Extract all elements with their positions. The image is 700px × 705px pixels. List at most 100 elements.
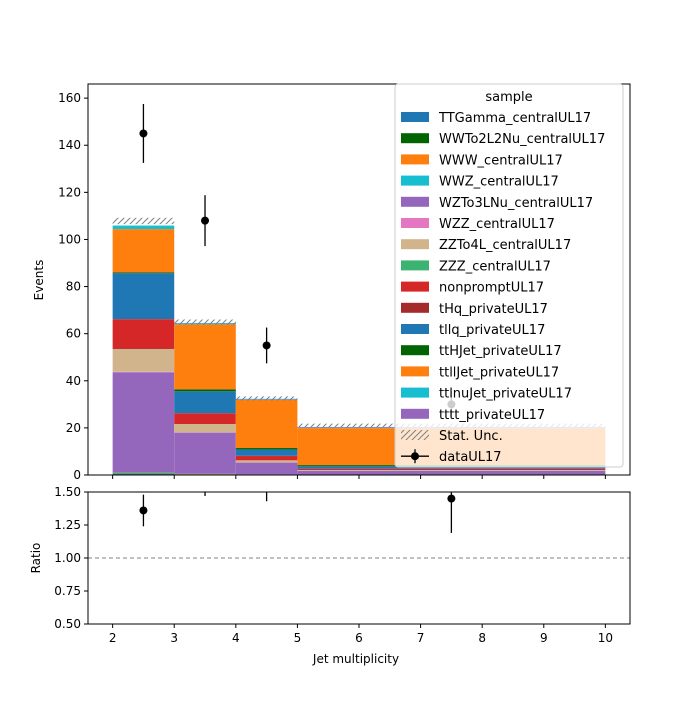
bar-segment — [174, 324, 236, 389]
x-tick-label: 8 — [478, 631, 486, 645]
bar-segment — [297, 471, 605, 475]
ratio-y-axis-label: Ratio — [29, 543, 43, 574]
legend-swatch — [401, 409, 429, 419]
bar-segment — [174, 433, 236, 474]
legend-swatch — [401, 154, 429, 164]
bar-segment — [236, 456, 298, 460]
stat-unc-hatch — [113, 218, 175, 224]
legend-swatch — [401, 324, 429, 334]
y-tick-label: 140 — [58, 138, 81, 152]
y-tick-label: 80 — [66, 280, 81, 294]
bar-segment — [297, 469, 605, 470]
legend-label: Stat. Unc. — [439, 429, 503, 444]
legend-swatch — [401, 303, 429, 313]
legend-label: ttllJet_privateUL17 — [439, 365, 559, 380]
main-y-ticks: 0 20 40 60 80 100 120 140 160 — [58, 91, 88, 482]
stat-unc-hatch — [236, 396, 298, 400]
bar-segment — [113, 273, 175, 319]
legend-swatch — [401, 366, 429, 376]
ratio-y-ticks: 0.50 0.75 1.00 1.25 1.50 — [54, 485, 88, 631]
legend-title: sample — [485, 90, 532, 105]
data-point — [263, 341, 271, 349]
legend-label: dataUL17 — [439, 450, 502, 465]
x-tick-label: 10 — [598, 631, 613, 645]
bar-segment — [236, 449, 298, 455]
y-tick-label: 120 — [58, 185, 81, 199]
legend-label: tllq_privateUL17 — [439, 323, 545, 338]
legend-label: ttHJet_privateUL17 — [439, 344, 562, 359]
legend-label: ZZZ_centralUL17 — [439, 259, 551, 274]
bar-segment — [174, 424, 236, 432]
legend-label: WZZ_centralUL17 — [439, 217, 555, 232]
legend-swatch — [401, 388, 429, 398]
bar-segment — [113, 472, 175, 473]
legend-swatch-stat-unc — [401, 430, 429, 440]
ratio-y-tick-label: 1.50 — [54, 485, 81, 499]
x-tick-label: 9 — [540, 631, 548, 645]
bar-segment — [174, 389, 236, 391]
legend-swatch — [401, 282, 429, 292]
x-tick-label: 5 — [294, 631, 302, 645]
bar-segment — [174, 391, 236, 413]
legend-swatch — [401, 239, 429, 249]
bar-segment — [113, 272, 175, 273]
legend-label: WWZ_centralUL17 — [439, 175, 559, 190]
bar-segment — [174, 413, 236, 424]
legend-label: WWW_centralUL17 — [439, 153, 563, 168]
x-tick-label: 4 — [232, 631, 240, 645]
legend-swatch — [401, 176, 429, 186]
bar-segment — [113, 226, 175, 230]
bar-segment — [236, 463, 298, 475]
ratio-y-tick-label: 0.50 — [54, 617, 81, 631]
bar-segment — [297, 470, 605, 471]
legend-swatch — [401, 260, 429, 270]
ratio-point — [139, 506, 147, 514]
bar-segment — [113, 229, 175, 272]
y-tick-label: 100 — [58, 232, 81, 246]
data-point — [139, 129, 147, 137]
data-point — [201, 217, 209, 225]
legend-label: WZTo3LNu_centralUL17 — [439, 196, 593, 211]
legend: sample TTGamma_centralUL17 WWTo2L2Nu_cent… — [395, 84, 623, 467]
y-axis-label: Events — [32, 260, 46, 301]
legend-label: TTGamma_centralUL17 — [438, 111, 591, 126]
legend-label: ttlnuJet_privateUL17 — [439, 387, 572, 402]
legend-swatch — [401, 197, 429, 207]
legend-label: tttt_privateUL17 — [439, 408, 545, 423]
bar-segment — [236, 460, 298, 462]
legend-label: tHq_privateUL17 — [439, 302, 548, 317]
legend-label: nonpromptUL17 — [439, 281, 544, 296]
y-tick-label: 0 — [73, 468, 81, 482]
legend-label: WWTo2L2Nu_centralUL17 — [439, 132, 605, 147]
y-tick-label: 20 — [66, 421, 81, 435]
ratio-y-tick-label: 1.00 — [54, 551, 81, 565]
y-tick-label: 160 — [58, 91, 81, 105]
legend-swatch — [401, 133, 429, 143]
legend-swatch — [401, 218, 429, 228]
bar-segment — [236, 448, 298, 449]
ratio-x-ticks: 2 3 4 5 6 7 8 9 10 — [109, 624, 613, 645]
bar-segment — [113, 372, 175, 472]
x-tick-label: 3 — [170, 631, 178, 645]
ratio-point — [447, 495, 455, 503]
bar-segment — [236, 400, 298, 448]
x-axis-label: Jet multiplicity — [312, 652, 399, 666]
x-tick-label: 2 — [109, 631, 117, 645]
legend-data-marker — [411, 452, 419, 460]
x-tick-label: 7 — [417, 631, 425, 645]
legend-swatch — [401, 345, 429, 355]
legend-label: ZZTo4L_centralUL17 — [439, 238, 571, 253]
x-tick-label: 6 — [355, 631, 363, 645]
ratio-plot-frame — [88, 492, 630, 624]
y-tick-label: 60 — [66, 327, 81, 341]
stat-unc-hatch — [174, 320, 236, 325]
legend-swatch — [401, 112, 429, 122]
main-x-ticks — [113, 475, 606, 479]
bar-segment — [113, 349, 175, 372]
ratio-y-tick-label: 0.75 — [54, 584, 81, 598]
ratio-y-tick-label: 1.25 — [54, 518, 81, 532]
bar-segment — [113, 319, 175, 349]
y-tick-label: 40 — [66, 374, 81, 388]
